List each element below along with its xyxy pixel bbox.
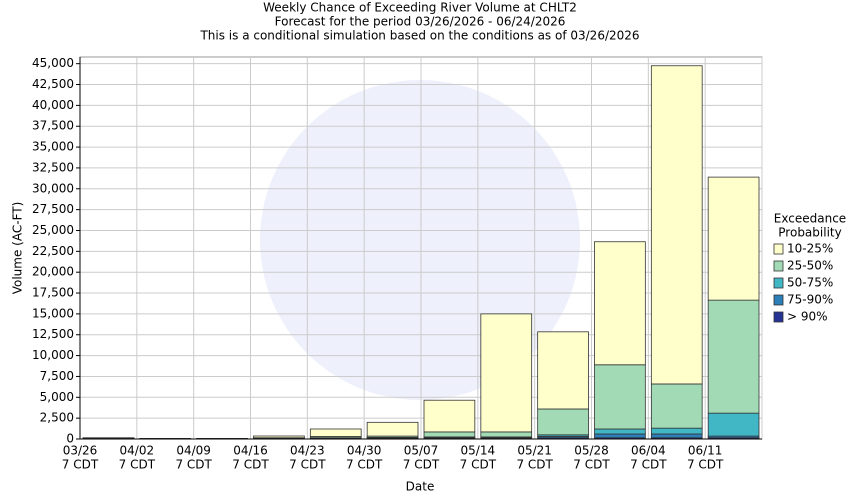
legend-swatch bbox=[773, 277, 784, 289]
y-tick-label: 27,500 bbox=[32, 202, 74, 216]
bar-segment bbox=[594, 364, 646, 430]
x-tick-label: 04/02 bbox=[120, 444, 155, 458]
x-tick-time: 7 CDT bbox=[346, 458, 383, 472]
bar-segment bbox=[423, 399, 476, 433]
bar-segment bbox=[594, 428, 646, 435]
x-tick-label: 05/28 bbox=[574, 444, 609, 458]
x-tick-time: 7 CDT bbox=[232, 458, 269, 472]
y-tick-label: 42,500 bbox=[32, 77, 74, 91]
bar-segment bbox=[594, 433, 646, 439]
bar-segment bbox=[650, 383, 703, 429]
bar-segment bbox=[707, 299, 760, 414]
bar-segment bbox=[366, 421, 419, 437]
y-tick-label: 2,500 bbox=[40, 411, 74, 425]
x-tick-time: 7 CDT bbox=[403, 458, 440, 472]
legend-swatch bbox=[773, 243, 784, 255]
x-tick-label: 06/04 bbox=[631, 444, 666, 458]
x-tick-time: 7 CDT bbox=[573, 458, 610, 472]
x-tick-time: 7 CDT bbox=[119, 458, 156, 472]
bar-segment bbox=[650, 427, 703, 435]
x-tick-time: 7 CDT bbox=[62, 458, 99, 472]
bar-segment bbox=[253, 435, 305, 439]
x-tick-label: 04/30 bbox=[347, 444, 382, 458]
legend-label: 50-75% bbox=[787, 276, 833, 290]
x-tick-label: 05/07 bbox=[404, 444, 439, 458]
legend-label: 25-50% bbox=[787, 259, 833, 273]
bar-segment bbox=[423, 431, 476, 438]
y-tick-label: 0 bbox=[66, 432, 74, 446]
y-tick-label: 25,000 bbox=[32, 223, 74, 237]
x-axis-label: Date bbox=[406, 480, 435, 494]
x-tick-label: 05/14 bbox=[461, 444, 496, 458]
x-tick-label: 05/21 bbox=[517, 444, 552, 458]
x-tick-label: 03/26 bbox=[63, 444, 98, 458]
bar-segment bbox=[537, 331, 589, 410]
x-tick-label: 04/16 bbox=[233, 444, 268, 458]
bar-segment bbox=[707, 412, 760, 437]
y-tick-label: 7,500 bbox=[40, 369, 74, 383]
chart-title: Weekly Chance of Exceeding River Volume … bbox=[263, 1, 577, 15]
x-tick-time: 7 CDT bbox=[460, 458, 497, 472]
y-tick-label: 10,000 bbox=[32, 348, 74, 362]
x-tick-label: 06/11 bbox=[688, 444, 723, 458]
x-tick-time: 7 CDT bbox=[630, 458, 667, 472]
legend-label: 10-25% bbox=[787, 242, 833, 256]
bar-segment bbox=[650, 65, 703, 385]
y-tick-label: 35,000 bbox=[32, 140, 74, 154]
y-tick-label: 30,000 bbox=[32, 181, 74, 195]
x-tick-label: 04/23 bbox=[290, 444, 325, 458]
y-tick-label: 40,000 bbox=[32, 98, 74, 112]
y-tick-label: 5,000 bbox=[40, 390, 74, 404]
bar-segment bbox=[707, 176, 760, 301]
y-tick-label: 22,500 bbox=[32, 244, 74, 258]
y-tick-label: 20,000 bbox=[32, 265, 74, 279]
x-tick-time: 7 CDT bbox=[289, 458, 326, 472]
x-tick-label: 04/09 bbox=[176, 444, 211, 458]
legend-label: > 90% bbox=[787, 310, 828, 324]
legend-swatch bbox=[773, 294, 784, 306]
chart-title: This is a conditional simulation based o… bbox=[199, 29, 639, 43]
x-tick-time: 7 CDT bbox=[687, 458, 724, 472]
y-axis-label: Volume (AC-FT) bbox=[11, 202, 25, 295]
bar-segment bbox=[650, 433, 703, 439]
y-tick-label: 32,500 bbox=[32, 160, 74, 174]
bar-segment bbox=[480, 431, 533, 438]
chart-title: Forecast for the period 03/26/2026 - 06/… bbox=[275, 15, 566, 29]
legend-swatch bbox=[773, 260, 784, 272]
legend-swatch bbox=[773, 311, 784, 323]
legend-title: Exceedance bbox=[774, 212, 846, 226]
x-tick-time: 7 CDT bbox=[175, 458, 212, 472]
x-tick-time: 7 CDT bbox=[516, 458, 553, 472]
legend-label: 75-90% bbox=[787, 293, 833, 307]
legend-title: Probability bbox=[778, 226, 841, 240]
bar-segment bbox=[480, 313, 533, 433]
y-tick-label: 12,500 bbox=[32, 327, 74, 341]
bar-segment bbox=[594, 241, 646, 366]
y-tick-label: 17,500 bbox=[32, 286, 74, 300]
y-tick-label: 37,500 bbox=[32, 119, 74, 133]
bar-segment bbox=[537, 408, 589, 436]
y-tick-label: 45,000 bbox=[32, 56, 74, 70]
bar-segment bbox=[309, 428, 362, 437]
y-tick-label: 15,000 bbox=[32, 306, 74, 320]
